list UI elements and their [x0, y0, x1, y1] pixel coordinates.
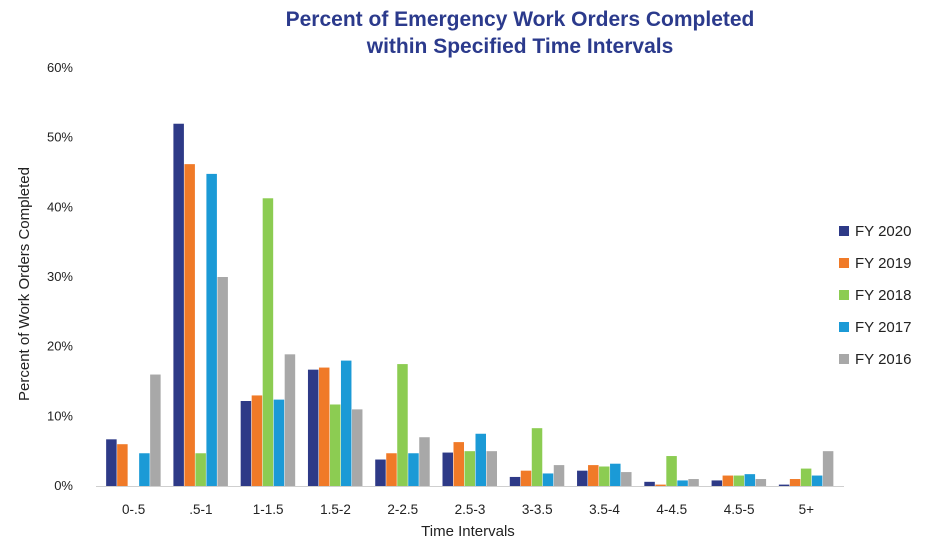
y-tick-label: 40%	[47, 199, 73, 214]
bar-fy-2017	[340, 360, 352, 486]
legend-swatch	[839, 354, 849, 364]
y-tick-label: 60%	[47, 60, 73, 75]
legend-label: FY 2019	[855, 255, 911, 272]
bar-fy-2019	[722, 475, 734, 486]
bar-fy-2018	[733, 475, 745, 486]
bar-fy-2018	[329, 404, 341, 486]
bar-fy-2020	[778, 484, 790, 486]
bar-fy-2016	[419, 437, 430, 486]
y-axis: 0% 10% 20% 30% 40% 50% 60%	[47, 60, 73, 493]
legend-swatch	[839, 290, 849, 300]
bar-fy-2017	[677, 480, 688, 486]
x-tick-label: 2-2.5	[387, 502, 418, 517]
x-tick-label: 0-.5	[122, 502, 145, 517]
bar-fy-2019	[453, 442, 464, 486]
bar-fy-2017	[475, 433, 486, 486]
bar-fy-2017	[811, 475, 823, 486]
bar-fy-2018	[800, 468, 812, 486]
bar-fy-2019	[251, 395, 263, 486]
bar-fy-2017	[610, 463, 621, 486]
x-tick-label: .5-1	[189, 502, 212, 517]
y-tick-label: 50%	[47, 130, 73, 145]
legend-label: FY 2016	[855, 351, 911, 368]
bars-group	[106, 123, 834, 487]
bar-fy-2020	[577, 470, 588, 486]
bar-fy-2018	[531, 428, 543, 486]
legend-swatch	[839, 226, 849, 236]
bar-fy-2018	[464, 451, 475, 486]
bar-fy-2019	[386, 453, 397, 486]
bar-fy-2018	[195, 453, 206, 486]
bar-fy-2019	[520, 470, 532, 486]
bar-fy-2020	[240, 401, 252, 486]
bar-fy-2018	[666, 456, 677, 486]
bar-fy-2020	[173, 123, 184, 486]
y-tick-label: 20%	[47, 339, 73, 354]
y-tick-label: 30%	[47, 269, 73, 284]
bar-fy-2020	[106, 439, 117, 486]
bar-fy-2018	[262, 198, 274, 486]
bar-fy-2017	[139, 453, 150, 486]
x-tick-label: 1-1.5	[253, 502, 284, 517]
bar-fy-2016	[284, 354, 296, 486]
bar-fy-2016	[553, 465, 565, 486]
legend-label: FY 2020	[855, 223, 911, 240]
bar-fy-2016	[621, 472, 632, 486]
bar-fy-2017	[273, 399, 285, 486]
bar-fy-2016	[486, 451, 497, 486]
bar-fy-2017	[744, 474, 756, 486]
bar-fy-2020	[307, 369, 319, 486]
bar-fy-2020	[711, 480, 723, 486]
bar-fy-2016	[351, 409, 363, 486]
x-tick-label: 4.5-5	[724, 502, 755, 517]
bar-fy-2019	[184, 164, 195, 486]
x-tick-label: 4-4.5	[656, 502, 687, 517]
bar-fy-2017	[206, 173, 217, 487]
legend-label: FY 2017	[855, 319, 911, 336]
bar-fy-2016	[150, 374, 161, 486]
bar-fy-2018	[599, 466, 610, 486]
x-tick-label: 5+	[799, 502, 815, 517]
bar-fy-2017	[542, 473, 554, 486]
bar-fy-2016	[688, 479, 699, 486]
bar-fy-2018	[397, 364, 408, 486]
bar-fy-2019	[117, 444, 128, 486]
bar-fy-2016	[822, 451, 834, 486]
bar-fy-2019	[789, 479, 801, 486]
x-tick-label: 3.5-4	[589, 502, 620, 517]
chart-title: Percent of Emergency Work Orders Complet…	[286, 8, 755, 58]
bar-fy-2020	[442, 452, 453, 486]
x-tick-label: 3-3.5	[522, 502, 553, 517]
legend-swatch	[839, 258, 849, 268]
bar-fy-2020	[644, 481, 655, 486]
bar-fy-2019	[655, 484, 666, 486]
x-axis: 0-.5 .5-1 1-1.5 1.5-2 2-2.5 2.5-3 3-3.5 3.5-4 4-…	[122, 502, 814, 517]
bar-fy-2016	[755, 479, 767, 486]
y-axis-title: Percent of Work Orders Completed	[16, 167, 33, 401]
legend-label: FY 2018	[855, 287, 911, 304]
legend: FY 2020 FY 2019 FY 2018 FY 2017 FY 2016	[839, 223, 911, 368]
bar-fy-2019	[318, 367, 330, 486]
bar-fy-2019	[588, 465, 599, 486]
x-axis-title: Time Intervals	[421, 523, 515, 540]
chart-title-line-2: within Specified Time Intervals	[366, 35, 674, 58]
y-tick-label: 0%	[54, 478, 73, 493]
x-tick-label: 2.5-3	[455, 502, 486, 517]
y-tick-label: 10%	[47, 408, 73, 423]
x-tick-label: 1.5-2	[320, 502, 351, 517]
bar-fy-2017	[408, 453, 419, 486]
bar-fy-2016	[217, 277, 228, 486]
legend-swatch	[839, 322, 849, 332]
bar-fy-2020	[509, 476, 521, 486]
chart-title-line-1: Percent of Emergency Work Orders Complet…	[286, 8, 755, 31]
bar-fy-2020	[375, 459, 386, 486]
